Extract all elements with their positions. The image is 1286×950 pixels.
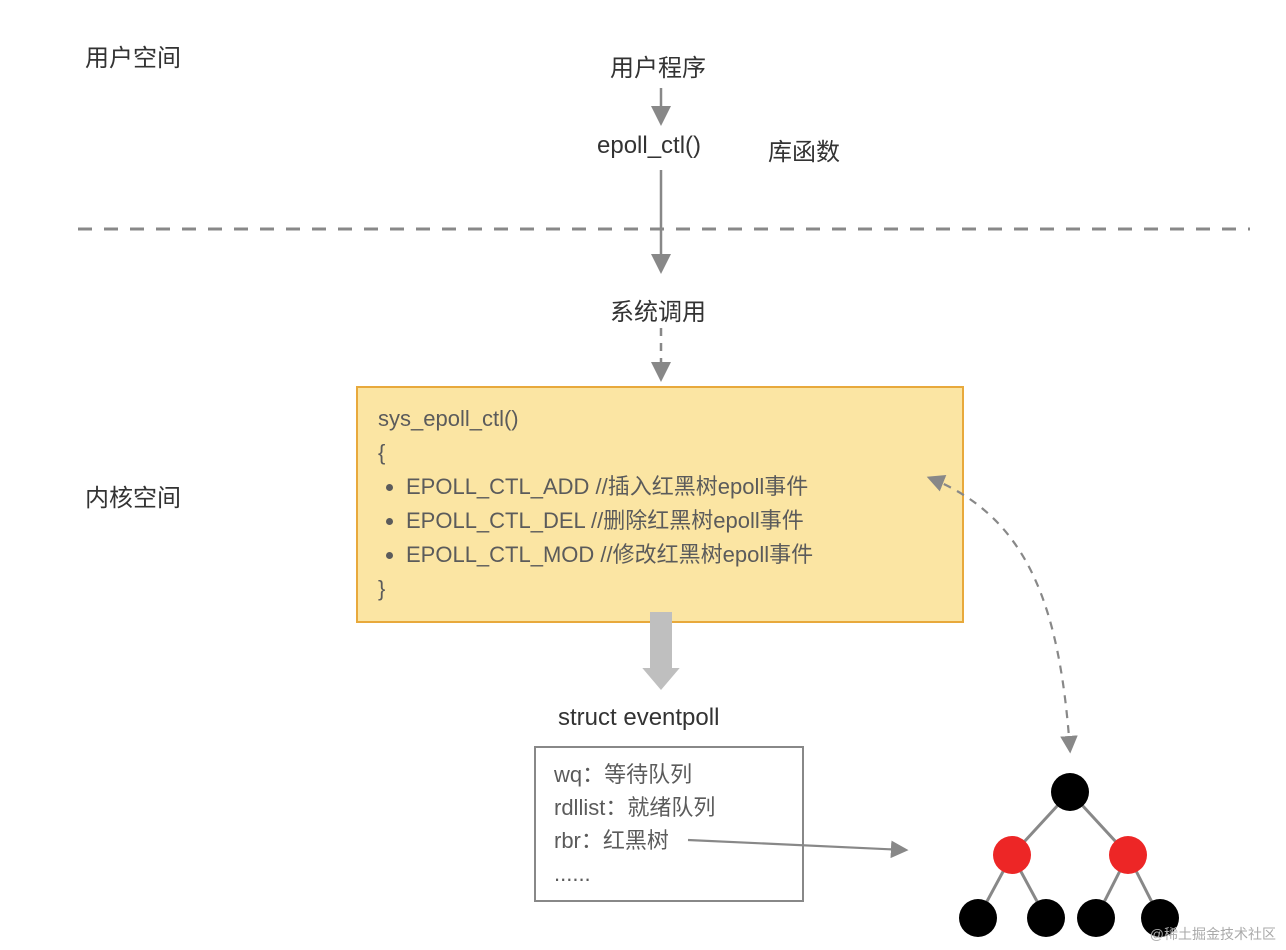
tree-node [1051, 773, 1089, 811]
tree-edge [1128, 855, 1160, 918]
tree-edge [1012, 792, 1070, 855]
struct-eventpoll-box: wq：等待队列rdllist：就绪队列rbr：红黑树...... [534, 746, 804, 902]
lib-func-label: 库函数 [768, 132, 840, 167]
user-space-label: 用户空间 [85, 38, 181, 73]
code-item: EPOLL_CTL_DEL //删除红黑树epoll事件 [406, 504, 942, 538]
code-open: { [378, 436, 942, 470]
epoll-ctl-label: epoll_ctl() [597, 132, 701, 160]
tree-node [993, 836, 1031, 874]
tree-node [1027, 899, 1065, 937]
struct-title: struct eventpoll [558, 704, 719, 732]
syscall-label: 系统调用 [610, 292, 706, 327]
tree-node [1077, 899, 1115, 937]
code-items: EPOLL_CTL_ADD //插入红黑树epoll事件EPOLL_CTL_DE… [378, 470, 942, 572]
code-fn: sys_epoll_ctl() [378, 402, 942, 436]
struct-line: ...... [554, 857, 784, 890]
watermark: @稀土掘金技术社区 [1150, 924, 1276, 944]
tree-node [1109, 836, 1147, 874]
code-close: } [378, 572, 942, 606]
kernel-space-label: 内核空间 [85, 478, 181, 513]
tree-node [959, 899, 997, 937]
tree-edge [1070, 792, 1128, 855]
struct-line: rbr：红黑树 [554, 824, 784, 857]
user-program-label: 用户程序 [610, 48, 706, 83]
code-item: EPOLL_CTL_MOD //修改红黑树epoll事件 [406, 538, 942, 572]
tree-edge [978, 855, 1012, 918]
thick-arrow [642, 612, 679, 690]
code-item: EPOLL_CTL_ADD //插入红黑树epoll事件 [406, 470, 942, 504]
struct-line: wq：等待队列 [554, 758, 784, 791]
sys-epoll-ctl-box: sys_epoll_ctl() { EPOLL_CTL_ADD //插入红黑树e… [356, 386, 964, 623]
struct-line: rdllist：就绪队列 [554, 791, 784, 824]
tree-edge [1012, 855, 1046, 918]
tree-edge [1096, 855, 1128, 918]
